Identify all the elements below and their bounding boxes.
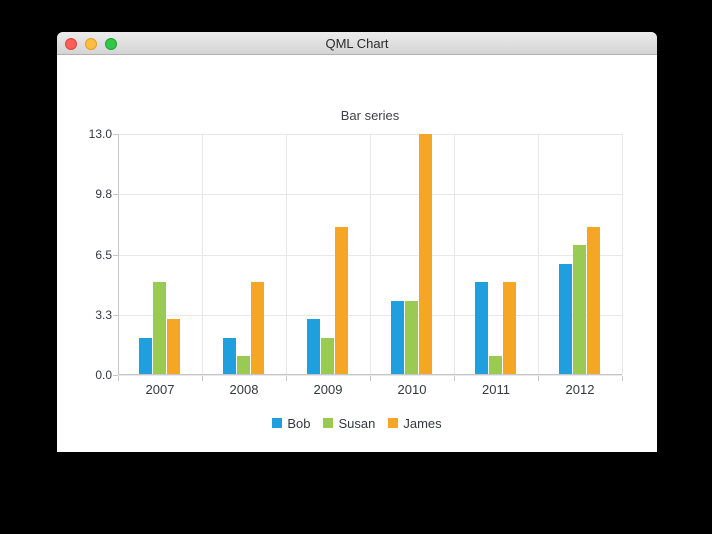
x-axis-tick	[202, 376, 203, 381]
x-axis-label: 2012	[565, 382, 595, 397]
bar-james-2011	[503, 282, 516, 375]
bar-susan-2012	[573, 245, 586, 375]
y-axis-label: 3.3	[95, 307, 112, 322]
zoom-button[interactable]	[105, 38, 117, 50]
v-gridline	[538, 134, 539, 375]
v-gridline	[622, 134, 623, 375]
v-gridline	[370, 134, 371, 375]
bar-bob-2008	[223, 337, 236, 375]
bar-james-2012	[587, 226, 600, 375]
bar-bob-2010	[391, 300, 404, 375]
legend-marker-icon	[323, 418, 334, 428]
bar-bob-2012	[559, 263, 572, 375]
legend-item-bob: Bob	[272, 416, 310, 431]
legend-label: James	[403, 415, 442, 431]
window-titlebar[interactable]: QML Chart	[57, 32, 657, 55]
bar-susan-2010	[405, 300, 418, 375]
x-axis-tick	[370, 376, 371, 381]
v-gridline	[202, 134, 203, 375]
legend-item-susan: Susan	[323, 416, 375, 431]
y-axis-tick	[113, 375, 118, 376]
legend-label: Susan	[338, 415, 376, 431]
x-axis-label: 2007	[145, 382, 175, 397]
y-axis-tick	[113, 194, 118, 196]
legend-marker-icon	[388, 418, 399, 428]
legend-marker-icon	[272, 418, 283, 428]
minimize-button[interactable]	[85, 38, 97, 50]
y-axis-tick	[113, 254, 118, 256]
y-axis-tick	[113, 314, 118, 316]
bar-susan-2008	[237, 356, 250, 375]
x-axis-label: 2008	[229, 382, 259, 397]
bar-james-2010	[419, 134, 432, 375]
y-axis-label: 6.5	[95, 247, 112, 262]
window-title: QML Chart	[325, 35, 389, 51]
bar-bob-2007	[139, 337, 152, 375]
plot-area	[113, 134, 623, 381]
chart-view: Bar series 13.0 9.8 6.5 3.3 0.0 2007 2008 2009…	[57, 55, 657, 452]
x-axis-tick	[622, 376, 623, 381]
legend-item-james: James	[388, 415, 442, 431]
y-axis-tick	[113, 134, 118, 135]
legend-label: Bob	[287, 415, 311, 431]
x-axis-tick	[538, 376, 539, 381]
bar-james-2007	[167, 319, 180, 375]
x-axis-label: 2011	[482, 382, 510, 397]
y-axis-label: 0.0	[95, 368, 112, 382]
x-axis-label: 2010	[397, 382, 427, 397]
x-axis-line	[118, 374, 622, 375]
close-button[interactable]	[65, 38, 77, 50]
window-controls	[65, 38, 117, 50]
bar-susan-2011	[489, 356, 502, 375]
y-axis-label: 9.8	[95, 187, 112, 202]
h-gridline	[118, 375, 622, 376]
bar-susan-2007	[153, 282, 166, 375]
x-axis-tick	[454, 376, 455, 381]
chart-legend: Bob Susan James	[57, 415, 657, 431]
v-gridline	[454, 134, 455, 375]
bar-susan-2009	[321, 337, 334, 375]
x-axis-tick	[118, 376, 119, 381]
bar-james-2009	[335, 226, 348, 375]
x-axis-tick	[286, 376, 287, 381]
x-axis-label: 2009	[313, 382, 343, 397]
bar-james-2008	[251, 282, 264, 375]
chart-title: Bar series	[340, 108, 400, 123]
v-gridline	[286, 134, 287, 375]
bar-bob-2011	[475, 282, 488, 375]
y-axis-label: 13.0	[88, 127, 112, 141]
app-window: QML Chart Bar series 13.0 9.8 6.5 3.3 0.0 20…	[57, 32, 657, 452]
y-axis-line	[118, 134, 119, 375]
bar-bob-2009	[307, 319, 320, 375]
